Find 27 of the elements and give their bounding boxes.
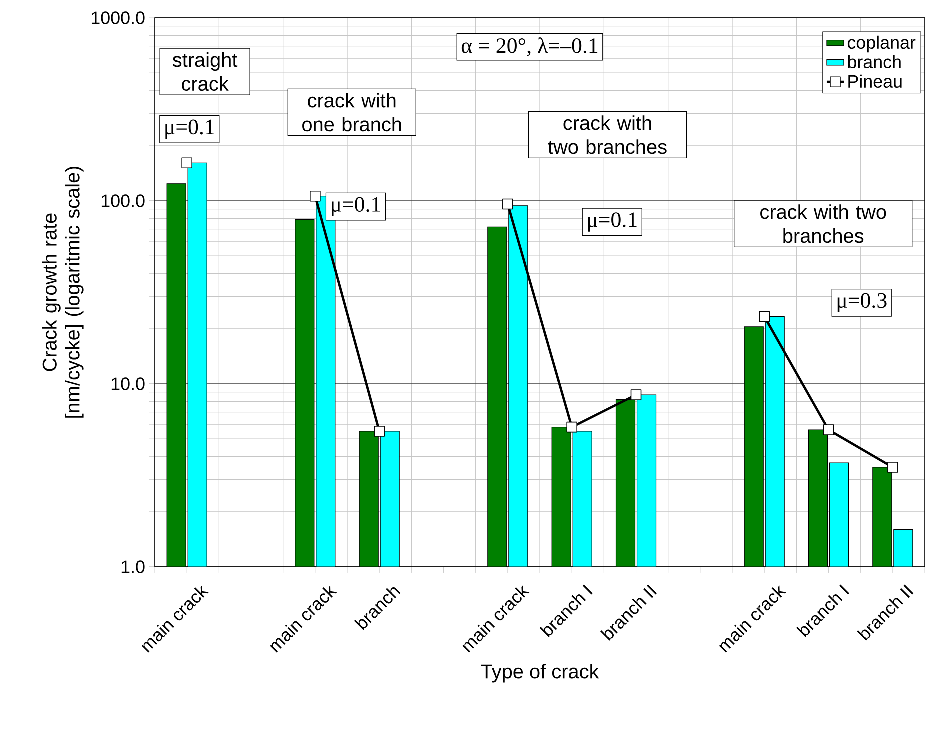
point xyxy=(823,424,834,436)
annotation: μ=0.1 xyxy=(166,120,214,140)
y-tick-label: 100.0 xyxy=(102,194,145,208)
annotation: α = 20°, λ=–0.1 xyxy=(462,38,598,56)
annotation: μ=0.3 xyxy=(838,293,887,313)
y-tick-label: 1000.0 xyxy=(92,12,145,24)
point xyxy=(630,390,642,400)
y-axis-title: Crack growth rate [nm/cycke] (logaritmic scale) xyxy=(42,166,84,418)
y-tick-label: 10.0 xyxy=(112,378,145,390)
y-tick-label: 1.0 xyxy=(122,560,145,574)
point xyxy=(374,426,385,437)
annotation: crack with two branches xyxy=(548,116,667,154)
annotation: μ=0.1 xyxy=(588,212,637,232)
annotation: crack with two branches xyxy=(760,204,886,244)
point xyxy=(310,190,321,202)
legend-label: coplanar xyxy=(848,36,916,53)
annotation: μ=0.1 xyxy=(332,197,380,216)
point xyxy=(888,462,898,473)
x-axis-title: Type of crack xyxy=(481,664,600,683)
point xyxy=(759,311,770,322)
point xyxy=(182,158,192,169)
point xyxy=(566,422,578,433)
annotation: crack with one branch xyxy=(302,93,402,132)
legend-label: branch xyxy=(848,55,901,69)
annotation: straight crack xyxy=(172,52,238,92)
point xyxy=(502,198,514,210)
legend-label: Pineau xyxy=(848,74,902,88)
